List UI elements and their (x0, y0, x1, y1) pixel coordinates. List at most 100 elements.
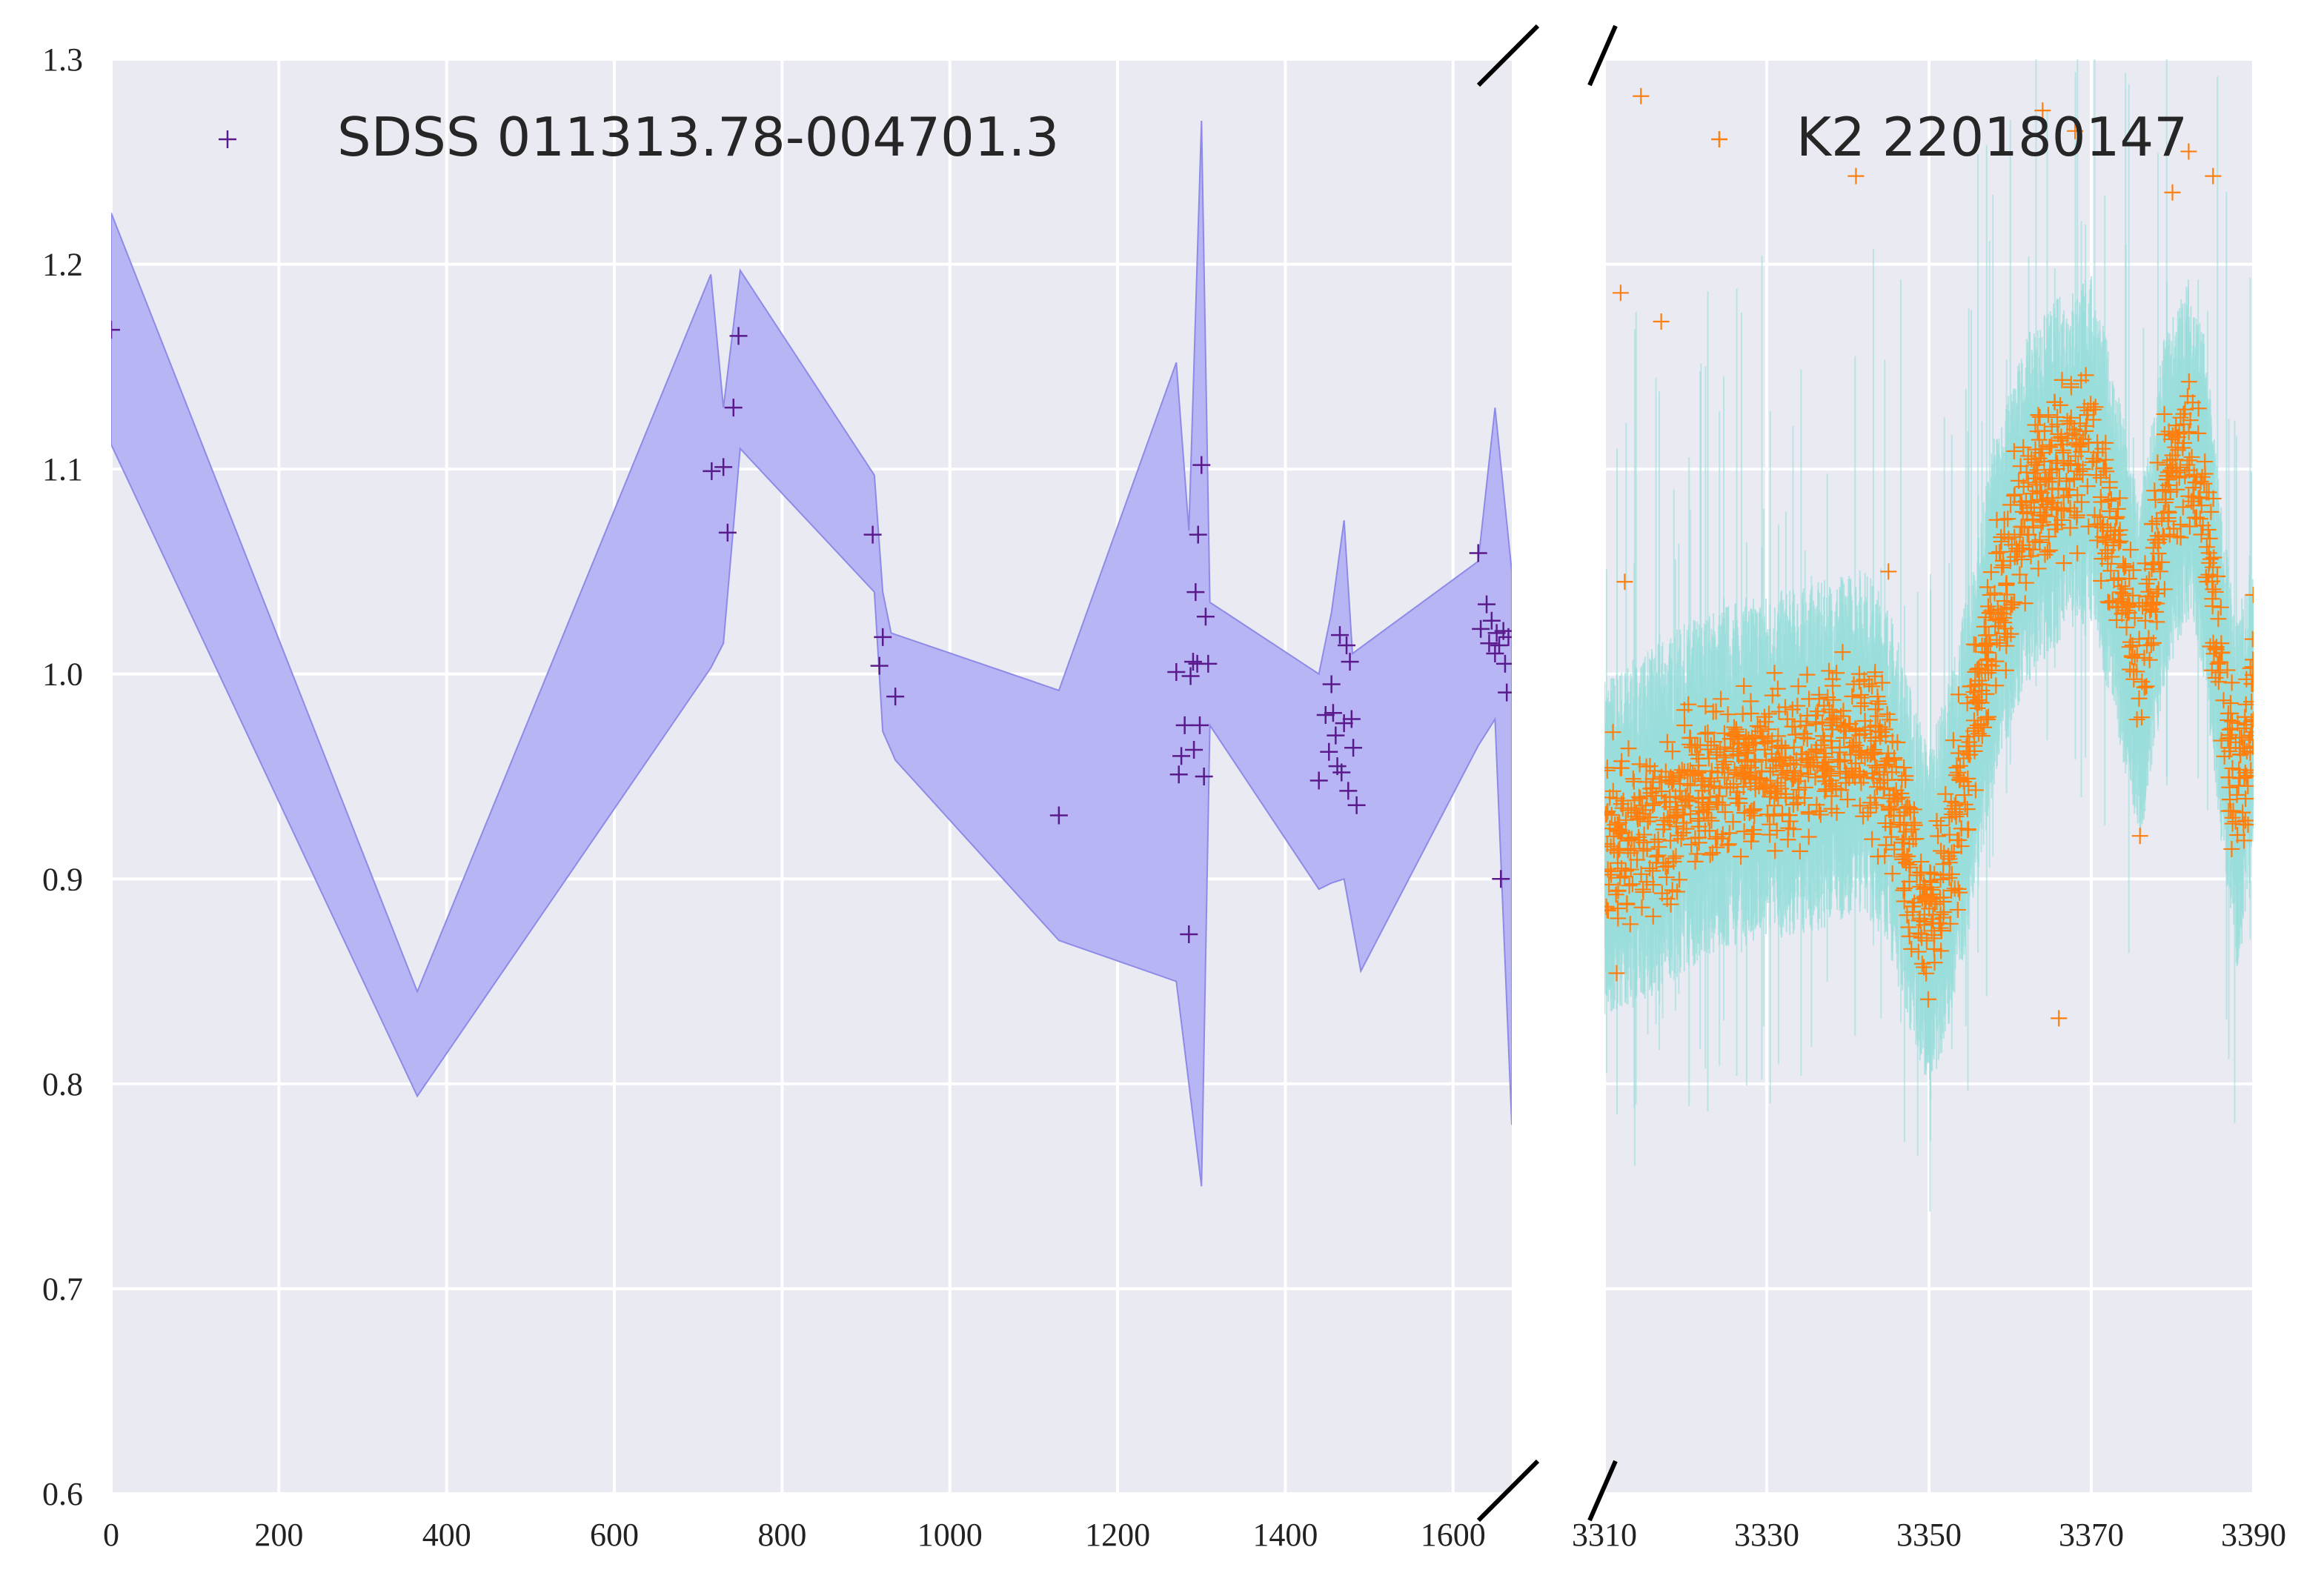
data-point (1492, 870, 1510, 888)
y-tick-label: 1.1 (42, 451, 83, 488)
data-point (2223, 840, 2240, 857)
data-point (2179, 456, 2196, 473)
data-point (2010, 472, 2027, 489)
data-point (1945, 843, 1962, 860)
data-point (1959, 821, 1976, 838)
data-point (1742, 802, 1759, 819)
data-point (1770, 680, 1787, 697)
data-point (2085, 401, 2102, 418)
data-point (2106, 523, 2123, 540)
data-point (1864, 831, 1881, 848)
data-point (1971, 672, 1988, 689)
data-point (1997, 662, 2014, 679)
data-point (1899, 848, 1916, 865)
data-point (2154, 527, 2171, 544)
data-point (1612, 285, 1629, 302)
data-point (1699, 724, 1716, 741)
data-point (2048, 461, 2065, 478)
data-point (1855, 769, 1872, 786)
data-point (2022, 494, 2039, 511)
data-point (2011, 540, 2028, 557)
data-point (1608, 965, 1625, 982)
data-point (1704, 845, 1722, 862)
data-point (2004, 596, 2021, 613)
data-point (1604, 861, 1616, 878)
data-point (2237, 791, 2254, 808)
data-point (2005, 488, 2022, 505)
data-point (1956, 796, 1973, 813)
data-point (1936, 904, 1953, 921)
data-point (1339, 782, 1358, 800)
data-point (2071, 463, 2088, 480)
data-point (2102, 562, 2119, 579)
data-point (2133, 709, 2150, 726)
data-point (1683, 836, 1700, 853)
data-point (2167, 425, 2184, 442)
data-point (2062, 499, 2079, 516)
data-point (1604, 902, 1616, 919)
data-point (1906, 894, 1923, 911)
data-point (1819, 689, 1836, 706)
data-point (1687, 853, 1704, 870)
data-point (1994, 552, 2011, 569)
data-point (2172, 529, 2189, 546)
data-point (1919, 991, 1936, 1008)
data-point (1621, 916, 1639, 933)
data-point (2213, 732, 2230, 749)
data-point (1824, 721, 1841, 738)
data-point (1664, 882, 1681, 899)
axis-break-mark (1587, 1460, 1618, 1522)
data-point (2096, 545, 2114, 562)
data-point (1646, 795, 1663, 812)
data-point (1172, 747, 1191, 765)
data-point (2023, 450, 2040, 468)
data-point (1787, 726, 1804, 743)
data-point (1621, 877, 1638, 894)
data-point (2215, 692, 2232, 709)
data-point (1767, 785, 1784, 802)
data-point (1195, 768, 1213, 785)
data-point (2073, 372, 2090, 389)
data-point (2041, 542, 2058, 559)
data-point (1850, 665, 1868, 682)
data-point (1332, 763, 1351, 782)
data-point (1499, 628, 1512, 646)
data-point (1751, 770, 1768, 787)
data-point (1650, 839, 1667, 856)
data-point (2220, 711, 2237, 728)
data-point (729, 327, 748, 345)
data-point (1743, 833, 1760, 850)
data-point (2200, 566, 2217, 583)
legend-label: SDSS 011313.78-004701.3 (337, 106, 1059, 168)
data-point (2036, 506, 2054, 523)
data-point (2088, 453, 2105, 470)
data-point (1982, 564, 1999, 581)
data-point (2029, 423, 2046, 440)
data-point (1714, 796, 1731, 814)
data-point (1998, 637, 2015, 654)
data-point (1823, 800, 1840, 817)
data-point (1965, 689, 1982, 706)
data-point (870, 656, 889, 675)
data-point (2245, 586, 2254, 603)
data-point (2099, 555, 2116, 572)
data-point (1901, 873, 1918, 890)
data-point (1472, 619, 1490, 638)
data-point (1327, 726, 1345, 745)
data-point (1895, 831, 1912, 848)
data-point (1651, 774, 1668, 791)
data-point (1495, 654, 1512, 673)
data-point (1688, 746, 1705, 763)
data-point (2162, 462, 2179, 479)
data-point (1896, 759, 1913, 776)
right-plot-area (1603, 58, 2255, 1495)
data-point (1903, 940, 1920, 957)
data-point (1796, 725, 1813, 742)
data-point (1756, 708, 1773, 725)
data-point (1982, 636, 1999, 653)
x-tick-label: 800 (757, 1517, 806, 1553)
data-point (2098, 530, 2115, 547)
data-point (2183, 448, 2200, 465)
data-point (111, 321, 120, 339)
data-point (1930, 828, 1947, 845)
